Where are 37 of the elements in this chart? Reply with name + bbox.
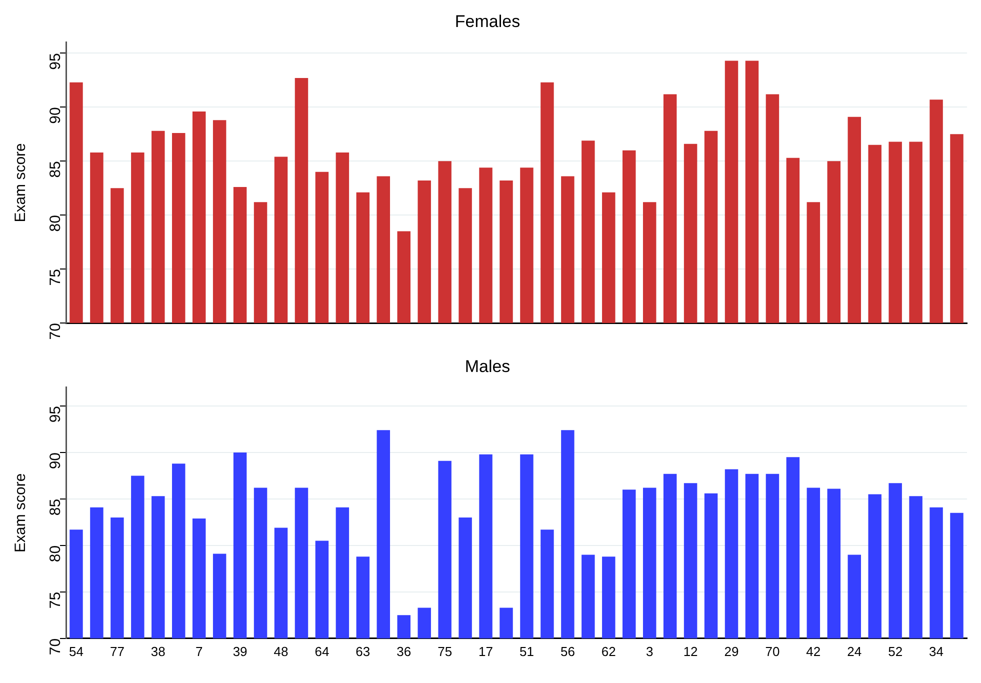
x-tick-label: 42 — [806, 644, 821, 659]
y-tick-label: 95 — [47, 406, 64, 423]
x-tick-label: 29 — [724, 644, 739, 659]
y-tick-label: 85 — [47, 161, 64, 178]
y-tick-label: 85 — [47, 498, 64, 516]
y-axis-title: Exam score — [12, 473, 30, 552]
x-tick-label: 34 — [929, 644, 944, 659]
x-tick-label: 56 — [560, 644, 575, 659]
x-tick-label: 75 — [438, 644, 452, 659]
x-tick-label: 77 — [110, 644, 124, 659]
chart-title: Females — [454, 12, 520, 31]
x-tick-label: 52 — [888, 644, 903, 659]
y-axis-title: Exam score — [12, 143, 30, 222]
x-tick-label: 38 — [150, 644, 166, 659]
x-tick-label: 63 — [356, 644, 370, 659]
x-tick-label: 48 — [274, 644, 288, 659]
chart-title: Males — [464, 356, 510, 376]
x-tick-label: 12 — [683, 644, 698, 659]
y-tick-label: 95 — [47, 53, 64, 70]
x-tick-label: 39 — [232, 644, 248, 659]
y-tick-label: 90 — [47, 452, 64, 470]
x-tick-label: 54 — [69, 644, 84, 659]
x-tick-label: 24 — [847, 644, 862, 659]
y-tick-label: 75 — [47, 592, 64, 609]
y-tick-label: 80 — [47, 215, 64, 232]
y-tick-label: 75 — [47, 269, 64, 286]
x-tick-label: 70 — [765, 644, 780, 659]
x-tick-label: 36 — [396, 644, 412, 659]
x-tick-label: 64 — [314, 644, 330, 659]
x-tick-label: 51 — [520, 644, 534, 659]
y-tick-label: 70 — [47, 323, 64, 340]
x-tick-label: 17 — [478, 644, 494, 659]
y-tick-label: 80 — [47, 545, 64, 562]
y-tick-label: 90 — [47, 107, 64, 124]
x-tick-label: 3 — [646, 644, 654, 659]
x-tick-label: 7 — [195, 644, 203, 659]
x-tick-label: 62 — [601, 644, 616, 659]
